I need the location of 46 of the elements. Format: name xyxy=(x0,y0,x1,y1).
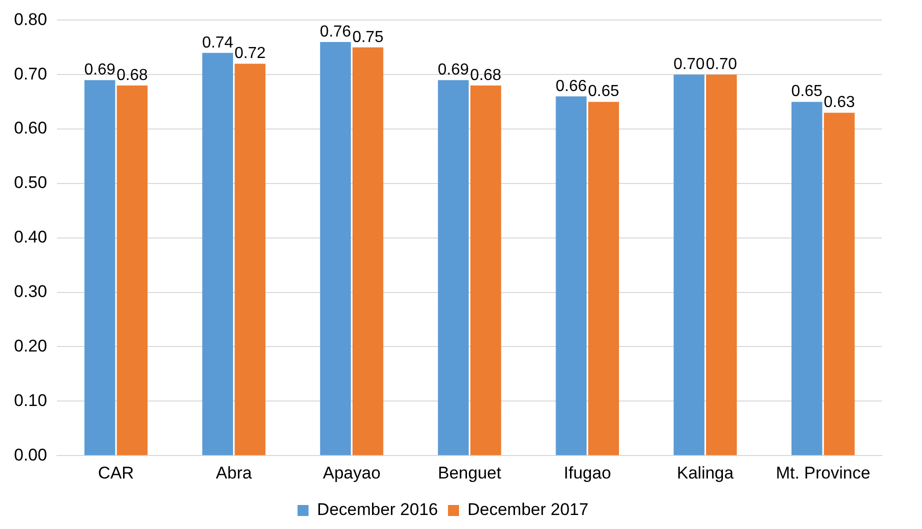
bar xyxy=(320,42,351,456)
x-tick-label: Benguet xyxy=(438,463,502,482)
data-label: 0.66 xyxy=(556,78,587,95)
y-tick-label: 0.60 xyxy=(14,118,48,138)
data-label: 0.68 xyxy=(470,66,502,84)
y-tick-label: 0.10 xyxy=(14,390,48,410)
bar xyxy=(791,102,822,456)
x-tick-label: Apayao xyxy=(322,463,381,482)
data-label: 0.69 xyxy=(84,61,116,78)
data-label: 0.70 xyxy=(706,56,738,74)
x-tick-label: Mt. Province xyxy=(776,463,870,482)
bar xyxy=(352,47,384,456)
bar xyxy=(470,86,502,456)
data-label: 0.75 xyxy=(352,28,384,46)
y-tick-label: 0.30 xyxy=(14,282,48,302)
data-label: 0.70 xyxy=(673,56,705,74)
x-tick-label: Abra xyxy=(216,463,252,482)
x-tick-label: Kalinga xyxy=(676,463,734,482)
x-tick-label: Ifugao xyxy=(564,463,612,482)
bar xyxy=(438,80,469,456)
bar xyxy=(116,86,148,456)
data-label: 0.65 xyxy=(588,83,620,100)
legend-label: December 2017 xyxy=(468,500,588,520)
y-tick-label: 0.50 xyxy=(14,173,48,192)
y-tick-label: 0.80 xyxy=(14,10,48,29)
data-label: 0.65 xyxy=(791,83,823,100)
data-label: 0.74 xyxy=(202,34,234,52)
data-label: 0.72 xyxy=(234,45,266,62)
legend-label: December 2016 xyxy=(317,500,438,520)
y-tick-label: 0.70 xyxy=(14,64,48,84)
data-label: 0.63 xyxy=(824,94,855,112)
bar xyxy=(824,112,855,456)
bar xyxy=(84,80,116,456)
y-tick-label: 0.00 xyxy=(14,445,48,464)
bar xyxy=(234,64,266,456)
y-tick-label: 0.40 xyxy=(14,228,48,247)
bar xyxy=(556,96,587,456)
bar xyxy=(202,52,234,456)
data-label: 0.69 xyxy=(438,61,470,78)
bar xyxy=(674,74,704,456)
bar xyxy=(706,74,737,456)
y-tick-label: 0.20 xyxy=(14,336,48,356)
data-label: 0.76 xyxy=(320,23,352,40)
data-label: 0.68 xyxy=(116,66,148,84)
x-tick-label: CAR xyxy=(98,463,134,482)
bar xyxy=(588,102,619,456)
